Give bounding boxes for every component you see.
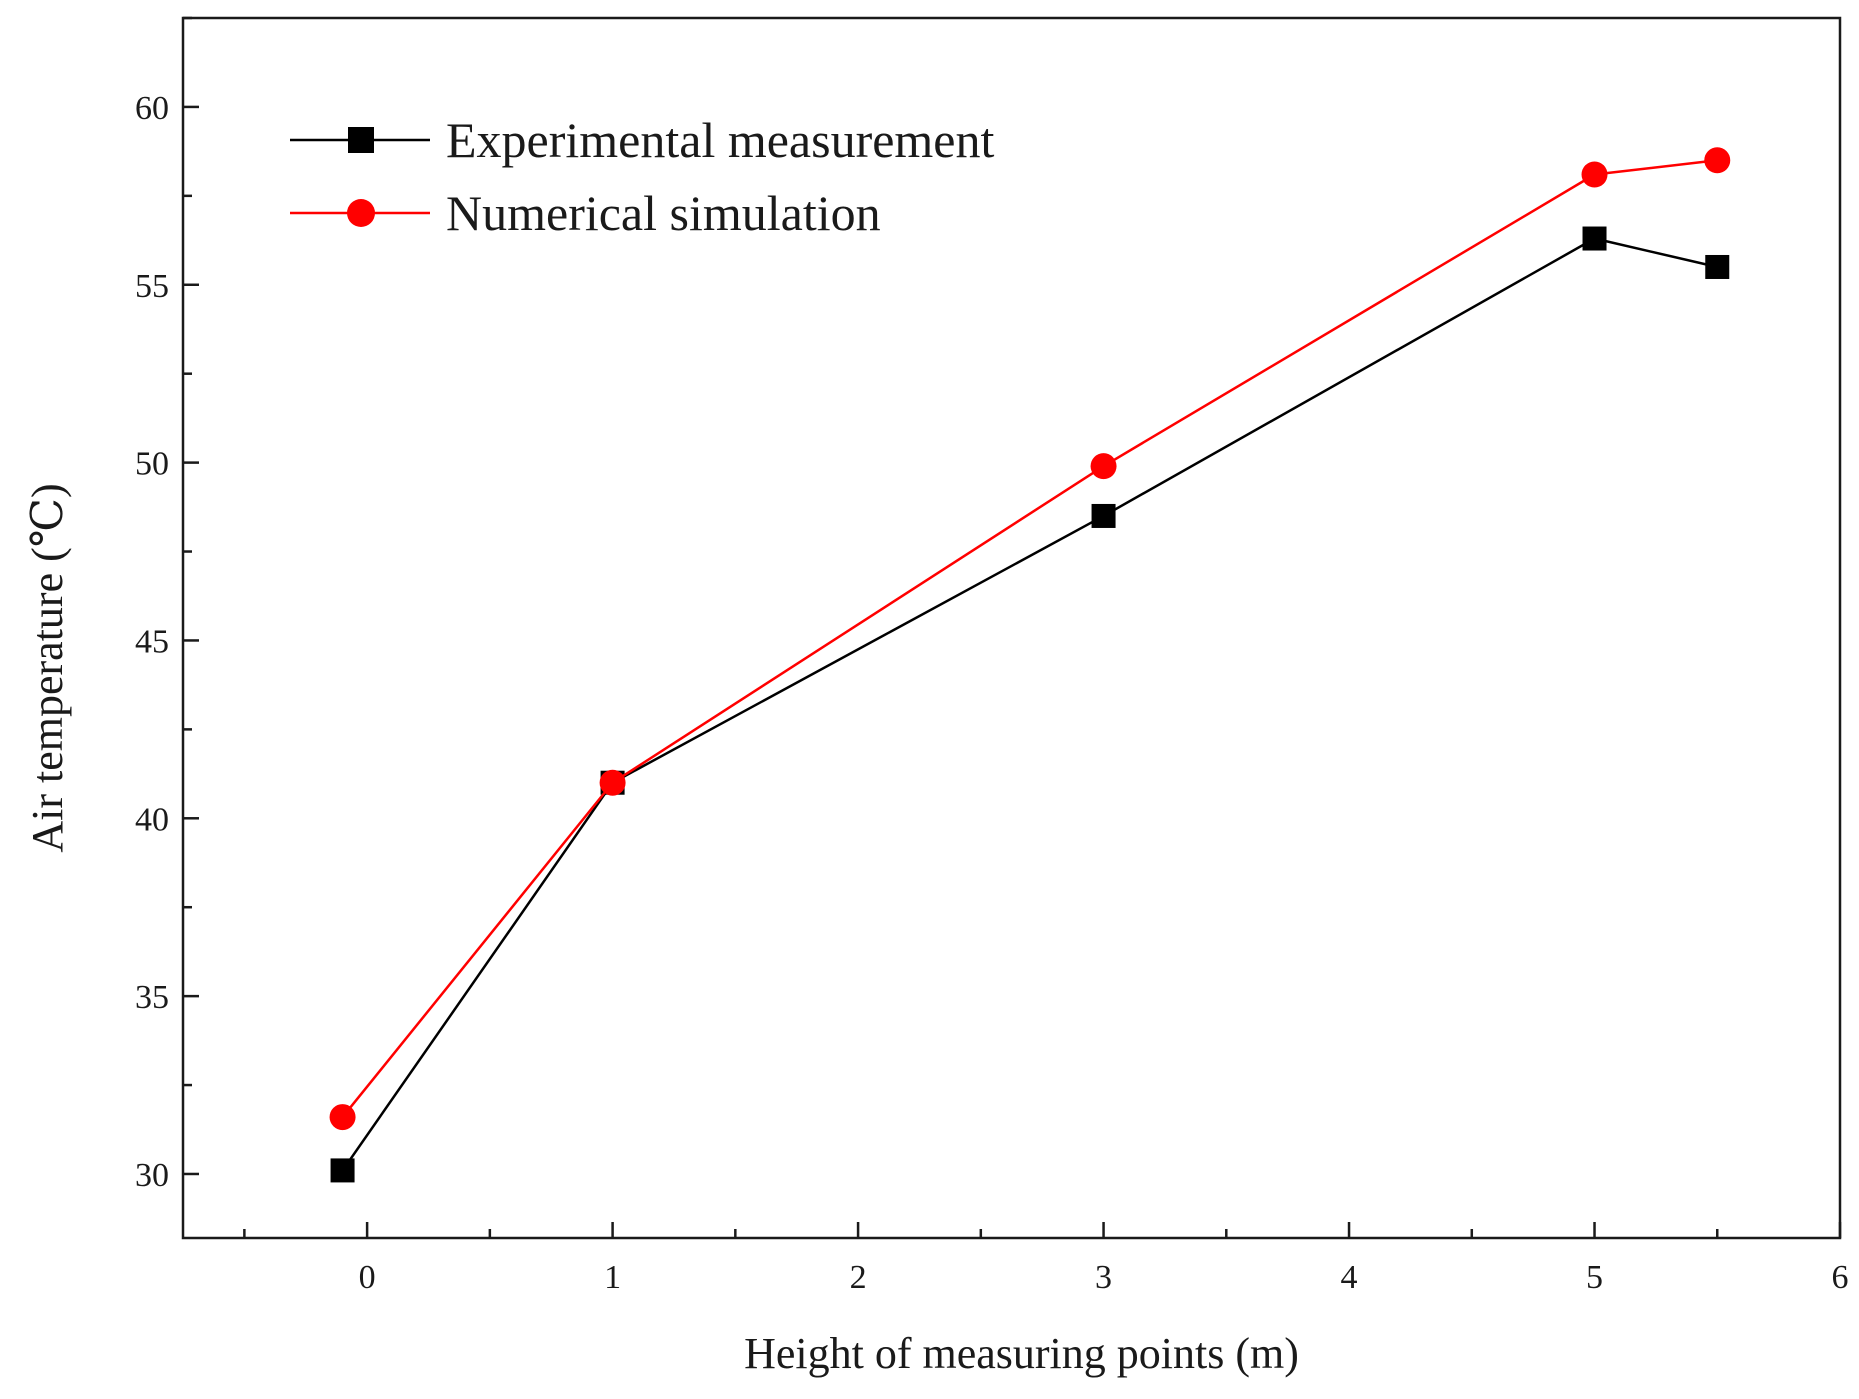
data-point-circle xyxy=(1704,147,1731,174)
y-tick-label: 30 xyxy=(135,1157,169,1194)
x-tick-label: 3 xyxy=(1095,1259,1112,1296)
series-numerical xyxy=(329,147,1731,1131)
y-tick-label: 45 xyxy=(135,623,169,660)
data-point-circle xyxy=(1581,161,1608,188)
x-tick-label: 2 xyxy=(850,1259,867,1296)
y-tick-label: 50 xyxy=(135,446,169,483)
legend-item: Experimental measurement xyxy=(290,112,994,168)
x-tick-label: 5 xyxy=(1586,1259,1603,1296)
data-point-circle xyxy=(599,769,626,796)
legend-label: Numerical simulation xyxy=(446,185,881,241)
x-tick-label: 4 xyxy=(1341,1259,1358,1296)
legend-marker-square xyxy=(348,127,374,153)
series-experimental xyxy=(330,226,1730,1183)
y-axis-title: Air temperature (℃) xyxy=(23,483,72,852)
legend-label: Experimental measurement xyxy=(446,112,994,168)
legend-item: Numerical simulation xyxy=(290,185,881,241)
plot-frame xyxy=(181,16,1842,1240)
x-tick-label: 0 xyxy=(359,1259,376,1296)
y-tick-label: 60 xyxy=(135,90,169,127)
data-point-square xyxy=(1091,503,1116,528)
data-point-circle xyxy=(329,1104,356,1131)
series-line xyxy=(341,237,1718,1172)
y-tick-label: 55 xyxy=(135,268,169,305)
legend: Experimental measurement Numerical simula… xyxy=(290,112,994,241)
x-axis-title: Height of measuring points (m) xyxy=(744,1329,1299,1378)
data-point-square xyxy=(1582,226,1607,251)
y-tick-label: 40 xyxy=(135,801,169,838)
y-tick-label: 35 xyxy=(135,979,169,1016)
series-line xyxy=(341,159,1718,1118)
series-layer xyxy=(329,147,1731,1183)
data-point-square xyxy=(330,1158,355,1183)
x-tick-label: 1 xyxy=(604,1259,621,1296)
data-point-square xyxy=(1705,254,1730,279)
data-point-circle xyxy=(1090,453,1117,480)
legend-marker-circle xyxy=(347,199,375,227)
x-tick-label: 6 xyxy=(1832,1259,1849,1296)
